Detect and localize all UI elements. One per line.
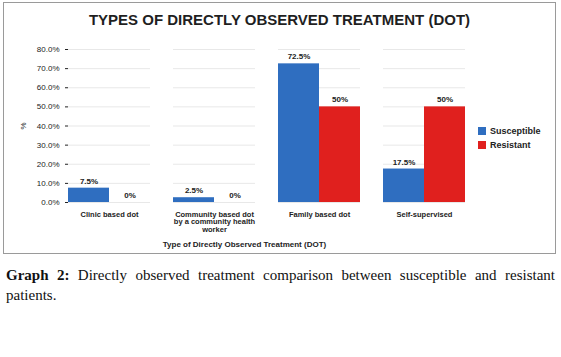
svg-text:0%: 0% [229, 191, 241, 200]
svg-text:Self-supervised: Self-supervised [397, 210, 453, 219]
html-text:Graph 2: Directly observed tre: Graph 2: Directly observed treatment com… [6, 267, 555, 303]
svg-text:Family based dot: Family based dot [289, 210, 351, 219]
svg-text:2.5%: 2.5% [185, 186, 203, 195]
svg-text:7.5%: 7.5% [80, 177, 98, 186]
svg-text:%: % [19, 122, 28, 129]
svg-text:50.0%: 50.0% [37, 102, 60, 111]
svg-text:20.0%: 20.0% [37, 160, 60, 169]
svg-text:60.0%: 60.0% [37, 83, 60, 92]
svg-text:0%: 0% [124, 191, 136, 200]
svg-text:80.0%: 80.0% [37, 45, 60, 54]
html-text:Resistant: Resistant [490, 139, 531, 150]
svg-text:17.5%: 17.5% [393, 158, 416, 167]
html-text:Type of Directly Observed Trea: Type of Directly Observed Treatment (DOT… [162, 240, 327, 249]
svg-text:Community based dotby a commun: Community based dotby a community health… [174, 210, 256, 234]
html-text:TYPES OF DIRECTLY OBSERVED TRE: TYPES OF DIRECTLY OBSERVED TREATMENT (DO… [88, 11, 471, 28]
svg-text:0.0%: 0.0% [41, 198, 59, 207]
html-text:Susceptible: Susceptible [490, 125, 541, 136]
svg-text:70.0%: 70.0% [37, 64, 60, 73]
svg-text:50%: 50% [437, 95, 453, 104]
svg-text:40.0%: 40.0% [37, 122, 60, 131]
svg-text:Clinic based dot: Clinic based dot [81, 210, 139, 219]
svg-text:72.5%: 72.5% [288, 52, 311, 61]
svg-text:30.0%: 30.0% [37, 141, 60, 150]
svg-text:50%: 50% [332, 95, 348, 104]
svg-text:10.0%: 10.0% [37, 179, 60, 188]
